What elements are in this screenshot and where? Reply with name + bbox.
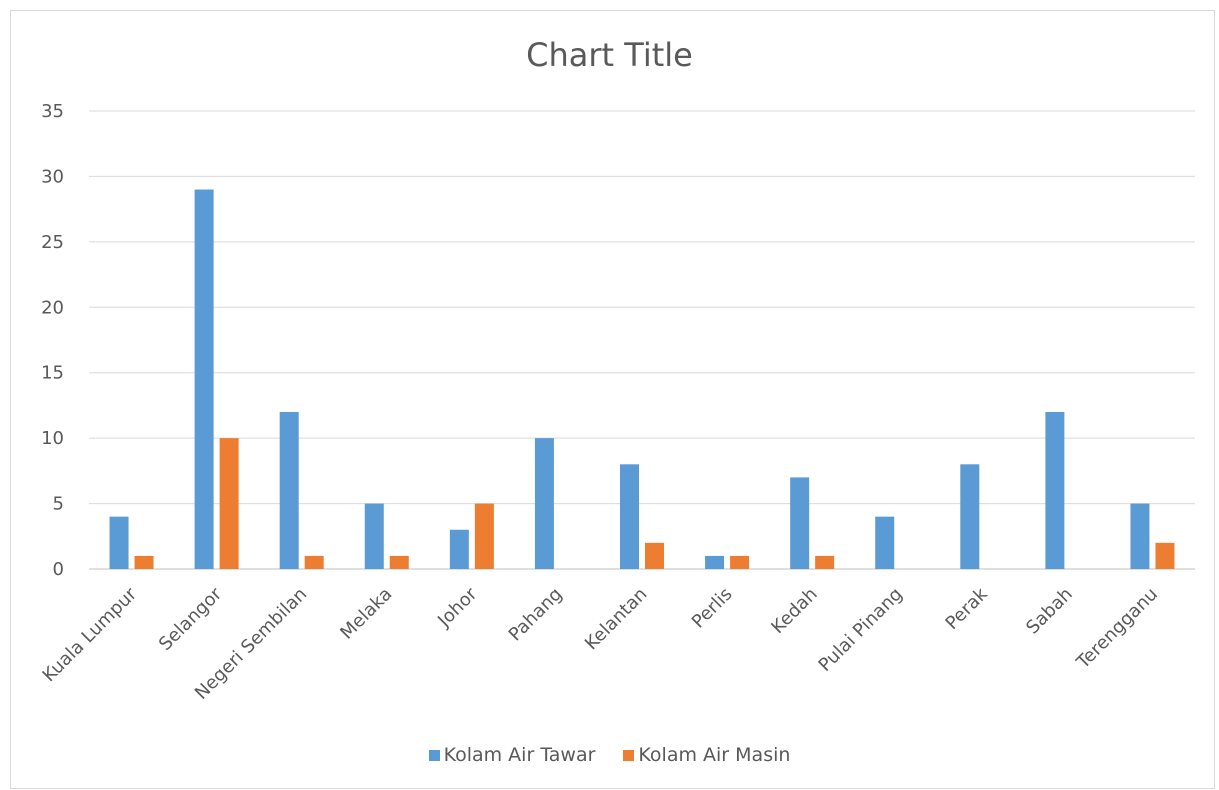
bar-air-masin	[815, 555, 835, 569]
x-tick-label: Pahang	[505, 584, 567, 646]
y-tick-label: 0	[53, 559, 64, 580]
bar-air-masin	[1155, 542, 1175, 569]
legend-swatch-series-2	[623, 749, 635, 761]
bar-air-tawar	[620, 464, 639, 569]
bar-air-masin	[730, 555, 750, 569]
x-tick-label: Kelantan	[581, 584, 652, 655]
legend-item-series-2: Kolam Air Masin	[623, 744, 790, 766]
bar-air-tawar	[960, 464, 980, 569]
y-tick-label: 10	[41, 428, 64, 449]
bar-air-masin	[474, 503, 494, 569]
bar-air-tawar	[364, 503, 384, 569]
x-tick-label: Pulai Pinang	[815, 584, 907, 676]
x-tick-label: Perlis	[688, 584, 737, 633]
y-tick-label: 35	[41, 101, 64, 122]
bar-air-masin	[304, 555, 324, 569]
legend: Kolam Air Tawar Kolam Air Masin	[0, 744, 1219, 766]
legend-swatch-series-1	[428, 749, 440, 761]
bar-air-tawar	[194, 189, 214, 569]
y-tick-label: 5	[53, 494, 64, 515]
bar-air-tawar	[534, 438, 554, 569]
bar-air-masin	[645, 542, 664, 569]
bar-air-masin	[389, 555, 409, 569]
bar-air-tawar	[449, 529, 469, 569]
x-tick-label: Sabah	[1022, 584, 1077, 639]
bar-air-tawar	[279, 411, 299, 569]
y-tick-label: 15	[41, 363, 64, 384]
bar-air-tawar	[875, 516, 895, 569]
bar-air-masin	[134, 555, 154, 569]
legend-item-series-1: Kolam Air Tawar	[428, 744, 596, 766]
x-tick-label: Johor	[433, 583, 482, 632]
bar-air-tawar	[1130, 503, 1150, 569]
x-tick-label: Kedah	[767, 584, 821, 638]
y-tick-label: 25	[41, 232, 64, 253]
bar-air-masin	[219, 438, 239, 569]
chart-title: Chart Title	[526, 36, 693, 74]
legend-label-series-1: Kolam Air Tawar	[443, 744, 596, 766]
y-tick-label: 30	[41, 166, 64, 187]
x-tick-label: Perak	[942, 583, 993, 634]
legend-label-series-2: Kolam Air Masin	[638, 744, 791, 766]
bar-air-tawar	[790, 477, 810, 569]
x-tick-label: Selangor	[155, 583, 227, 655]
bar-air-tawar	[1045, 411, 1065, 569]
x-tick-label: Terengganu	[1072, 584, 1162, 674]
x-tick-label: Melaka	[336, 584, 396, 644]
y-tick-label: 20	[41, 297, 64, 318]
x-tick-label: Kuala Lumpur	[39, 583, 142, 686]
bar-air-tawar	[705, 555, 725, 569]
bar-air-tawar	[109, 516, 129, 569]
